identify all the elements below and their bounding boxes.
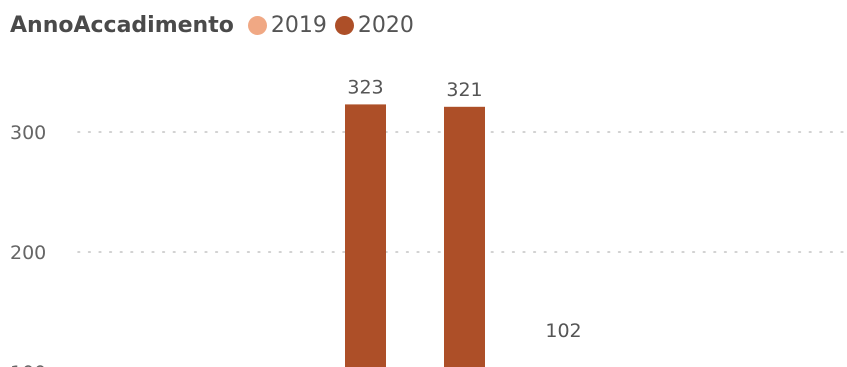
gridlines: 100 200 300: [10, 122, 846, 367]
legend-item-2020[interactable]: 2020: [334, 12, 414, 38]
legend-dot-icon: [334, 15, 354, 35]
bar-321[interactable]: [444, 106, 485, 367]
legend-dot-icon: [247, 15, 267, 35]
legend-title: AnnoAccadimento: [10, 12, 234, 38]
data-label-323: 323: [347, 76, 383, 98]
legend-label-2019: 2019: [270, 12, 327, 38]
y-tick-label: 300: [10, 122, 46, 144]
data-label-102: 102: [545, 320, 581, 342]
bars: [345, 104, 485, 367]
legend: AnnoAccadimento 2019 2020: [10, 8, 422, 42]
data-labels: 323 321 102: [347, 76, 581, 342]
bar-323[interactable]: [345, 104, 386, 367]
legend-item-2019[interactable]: 2019: [247, 12, 327, 38]
y-tick-label: 100: [10, 362, 46, 367]
legend-label-2020: 2020: [357, 12, 414, 38]
data-label-321: 321: [446, 79, 482, 101]
y-tick-label: 200: [10, 242, 46, 264]
